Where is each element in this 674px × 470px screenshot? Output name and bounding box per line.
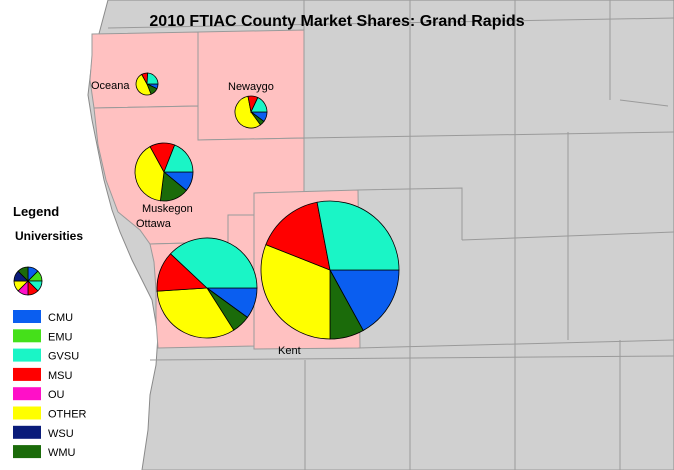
legend-swatch-wmu xyxy=(13,445,41,459)
pie-slice-newaygo-gvsu xyxy=(250,96,268,113)
county-label-newaygo: Newaygo xyxy=(228,81,274,93)
pie-slice-kent-other xyxy=(260,244,331,340)
legend-swatch-wsu xyxy=(13,425,41,439)
county-oceana xyxy=(89,31,199,109)
county-label-muskegon: Muskegon xyxy=(142,203,193,215)
legend-heading: Legend xyxy=(13,204,59,219)
legend-swatch-ou xyxy=(13,387,41,401)
legend-label-ou: OU xyxy=(48,389,65,401)
map-title: 2010 FTIAC County Market Shares: Grand R… xyxy=(149,13,524,30)
pie-oceana xyxy=(135,72,159,96)
county-grid xyxy=(107,0,674,470)
legend-items: CMU EMU GVSU MSU OU OTHER WSU WMU xyxy=(13,310,87,459)
pie-slice-ottawa-gvsu xyxy=(169,237,258,289)
legend-label-gvsu: GVSU xyxy=(48,351,79,363)
county-label-ottawa: Ottawa xyxy=(136,218,172,230)
pie-slice-kent-msu xyxy=(265,201,331,271)
legend-label-wsu: WSU xyxy=(48,428,74,440)
legend-swatch-gvsu xyxy=(13,348,41,362)
legend-swatch-other xyxy=(13,406,41,420)
legend-label-cmu: CMU xyxy=(48,312,73,324)
pie-slice-ottawa-other xyxy=(156,287,235,339)
legend-label-wmu: WMU xyxy=(48,447,76,459)
pie-slice-kent-gvsu xyxy=(316,200,400,271)
pie-kent xyxy=(260,200,400,340)
pie-slice-oceana-gvsu xyxy=(146,72,159,85)
pie-newaygo xyxy=(234,95,268,129)
legend-swatch-emu xyxy=(13,329,41,343)
pie-charts xyxy=(134,72,400,340)
county-label-kent: Kent xyxy=(278,345,301,357)
legend-label-msu: MSU xyxy=(48,370,73,382)
pie-slice-muskegon-gvsu xyxy=(163,144,194,173)
legend-pie-slice-wmu xyxy=(17,266,29,282)
pie-slice-oceana-other xyxy=(135,73,152,96)
county-label-oceana: Oceana xyxy=(91,80,130,92)
legend-pie-icon xyxy=(13,266,43,296)
legend-swatch-cmu xyxy=(13,310,41,323)
pie-slice-newaygo-other xyxy=(234,95,261,129)
legend-label-emu: EMU xyxy=(48,331,73,343)
pie-ottawa xyxy=(156,237,258,339)
pie-muskegon xyxy=(134,142,194,202)
legend-swatch-msu xyxy=(13,367,41,381)
pie-slice-kent-cmu xyxy=(329,269,400,332)
pie-slice-muskegon-other xyxy=(134,146,165,202)
legend-label-other: OTHER xyxy=(48,409,87,421)
legend-subheading: Universities xyxy=(15,229,83,243)
